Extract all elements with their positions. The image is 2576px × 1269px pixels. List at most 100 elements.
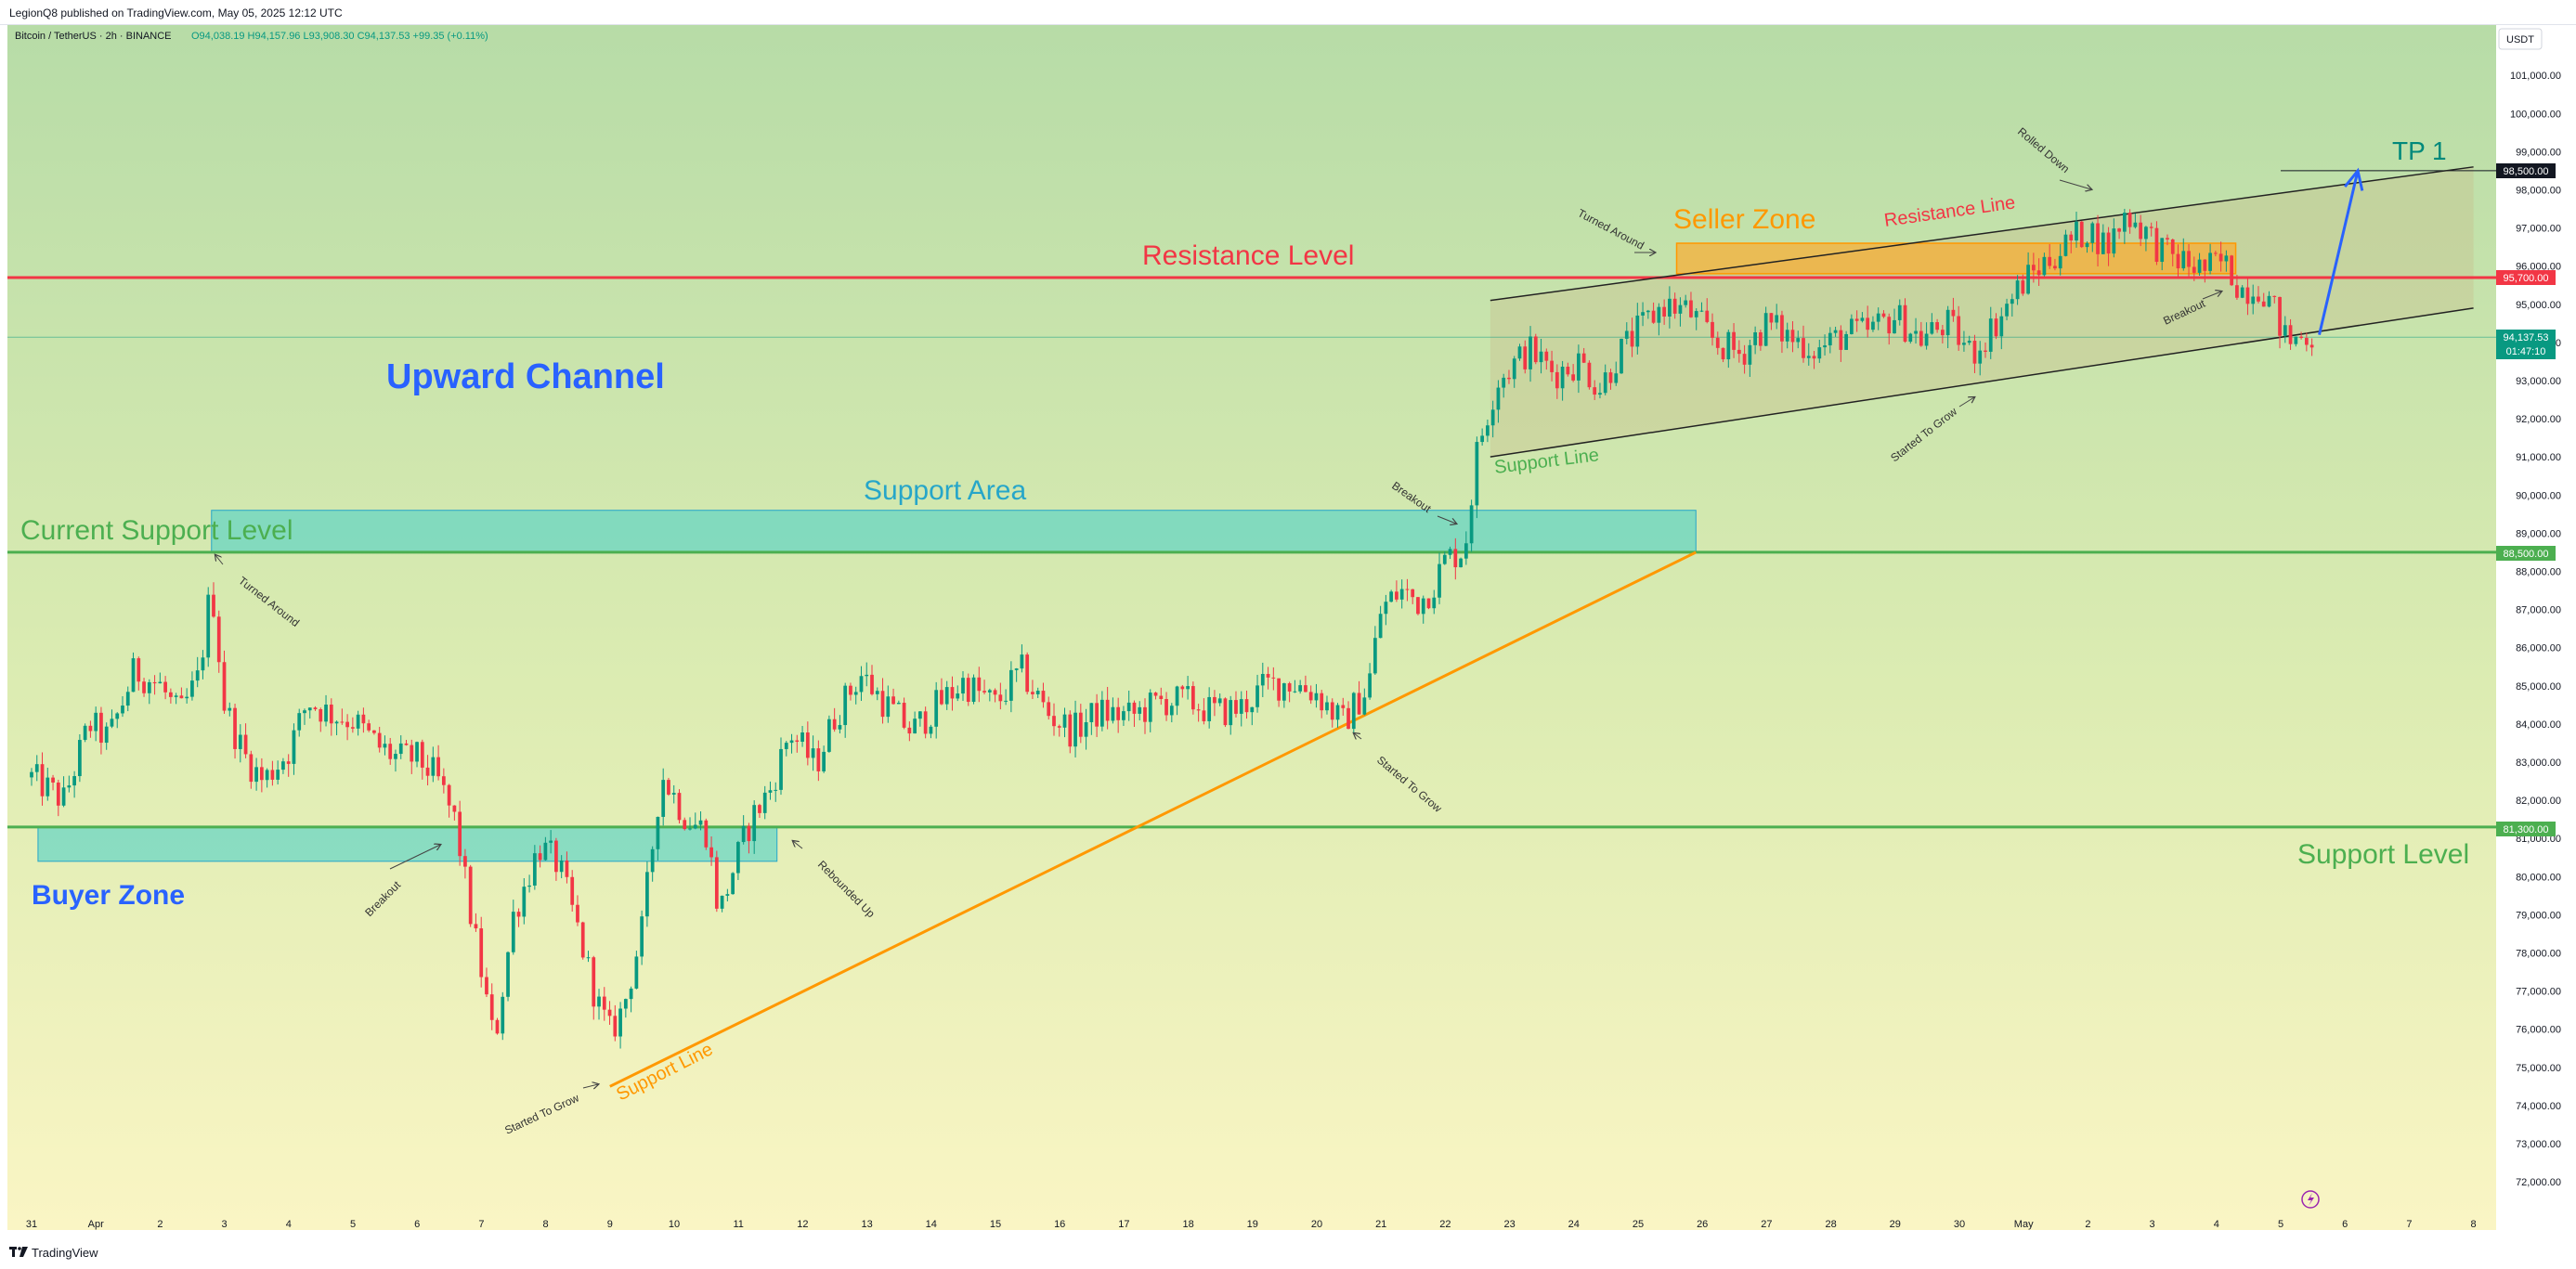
candle-body bbox=[1635, 315, 1640, 347]
y-tick-label: 75,000.00 bbox=[2516, 1063, 2561, 1074]
candle-body bbox=[865, 674, 869, 677]
channel-upper-line bbox=[1490, 166, 2474, 302]
y-tick-label: 84,000.00 bbox=[2516, 719, 2561, 731]
candle-body bbox=[249, 754, 254, 783]
candle-body bbox=[2031, 265, 2036, 271]
currency-button-label: USDT bbox=[2506, 34, 2534, 45]
candle-body bbox=[805, 732, 810, 758]
candle-body bbox=[1624, 330, 1629, 339]
candle-body bbox=[1202, 710, 1206, 721]
candle-body bbox=[425, 767, 430, 776]
candle-body bbox=[1068, 714, 1073, 747]
candle-body bbox=[1287, 683, 1292, 692]
candle-body bbox=[1694, 311, 1698, 317]
candle-body bbox=[1325, 702, 1329, 711]
annotation-pointer-arrow bbox=[215, 555, 224, 565]
candle-body bbox=[1699, 310, 1704, 312]
candle-body bbox=[966, 678, 970, 703]
candle-body bbox=[522, 887, 527, 917]
candle-body bbox=[1304, 685, 1308, 693]
candle-body bbox=[2005, 304, 2009, 317]
candle-body bbox=[286, 761, 291, 764]
ohlc-values: O94,038.19 H94,157.96 L93,908.30 C94,137… bbox=[191, 31, 488, 42]
candle-body bbox=[1802, 338, 1805, 358]
candle-body bbox=[2257, 296, 2260, 302]
candle-body bbox=[2176, 253, 2180, 269]
chart-background bbox=[7, 25, 2496, 1230]
candle-body bbox=[1715, 337, 1720, 348]
y-tick-label: 77,000.00 bbox=[2516, 987, 2561, 998]
candle-body bbox=[297, 713, 302, 731]
candle-body bbox=[1560, 367, 1565, 389]
x-tick-label: 24 bbox=[1568, 1219, 1580, 1230]
currency-button[interactable]: USDT bbox=[2498, 28, 2543, 50]
candle-body bbox=[415, 742, 419, 762]
candle-body bbox=[811, 748, 815, 758]
candle-body bbox=[1726, 331, 1731, 360]
candle-body bbox=[1630, 330, 1634, 347]
label-upward-channel: Upward Channel bbox=[386, 357, 665, 396]
candle-body bbox=[1705, 310, 1710, 322]
candle-body bbox=[1678, 304, 1683, 314]
candle-body bbox=[1866, 317, 1870, 330]
candle-body bbox=[1539, 351, 1543, 363]
candle-body bbox=[1180, 686, 1185, 690]
support-trendline bbox=[609, 550, 1697, 1088]
candle-body bbox=[281, 761, 285, 770]
candle-body bbox=[784, 743, 788, 749]
candle-body bbox=[950, 687, 955, 699]
candle-body bbox=[2139, 222, 2143, 240]
candle-body bbox=[1742, 354, 1747, 365]
candle-body bbox=[736, 842, 740, 874]
candle-body bbox=[1951, 309, 1956, 317]
candle-body bbox=[2069, 234, 2074, 241]
candle-body bbox=[2053, 265, 2057, 269]
candle-body bbox=[489, 994, 494, 1020]
candle-body bbox=[1213, 696, 1216, 704]
candle-body bbox=[1084, 721, 1088, 737]
candle-body bbox=[1817, 347, 1822, 359]
tag-support-text: 81,300.00 bbox=[2504, 824, 2549, 835]
candle-body bbox=[404, 743, 409, 745]
candle-body bbox=[902, 703, 906, 728]
candle-body bbox=[1684, 300, 1688, 305]
candle-body bbox=[1057, 726, 1061, 728]
candle-body bbox=[2166, 238, 2169, 240]
candle-body bbox=[1860, 317, 1865, 321]
candle-body bbox=[228, 707, 232, 711]
candle-body bbox=[233, 707, 237, 749]
lightning-icon[interactable] bbox=[2301, 1190, 2320, 1209]
candle-body bbox=[420, 742, 424, 768]
candle-body bbox=[650, 848, 655, 873]
candle-body bbox=[1271, 677, 1276, 679]
candle-body bbox=[1614, 373, 1619, 383]
candle-body bbox=[1651, 310, 1656, 323]
candle-body bbox=[602, 996, 606, 1010]
candle-body bbox=[1217, 698, 1222, 704]
candle-body bbox=[2170, 239, 2175, 254]
candle-body bbox=[1453, 549, 1458, 568]
candle-body bbox=[977, 677, 982, 692]
candle-body bbox=[1175, 686, 1179, 706]
candle-body bbox=[634, 956, 639, 989]
candle-body bbox=[1571, 374, 1576, 381]
candle-body bbox=[1785, 330, 1789, 342]
seller-zone bbox=[1675, 242, 2237, 275]
candle-body bbox=[2299, 336, 2303, 339]
candle-body bbox=[645, 872, 649, 917]
candle-body bbox=[398, 743, 403, 755]
tag-current-support-text: 88,500.00 bbox=[2504, 549, 2549, 560]
y-tick-label: 95,000.00 bbox=[2516, 300, 2561, 311]
candle-body bbox=[2218, 253, 2223, 262]
candle-body bbox=[1395, 591, 1399, 600]
candle-body bbox=[934, 690, 939, 727]
y-tick-label: 76,000.00 bbox=[2516, 1025, 2561, 1036]
candle-body bbox=[1362, 697, 1367, 715]
candle-body bbox=[34, 764, 39, 772]
candle-body bbox=[998, 694, 1003, 702]
candle-body bbox=[549, 840, 553, 843]
candle-body bbox=[891, 696, 895, 705]
y-tick-label: 101,000.00 bbox=[2510, 71, 2561, 82]
candle-body bbox=[667, 780, 670, 795]
